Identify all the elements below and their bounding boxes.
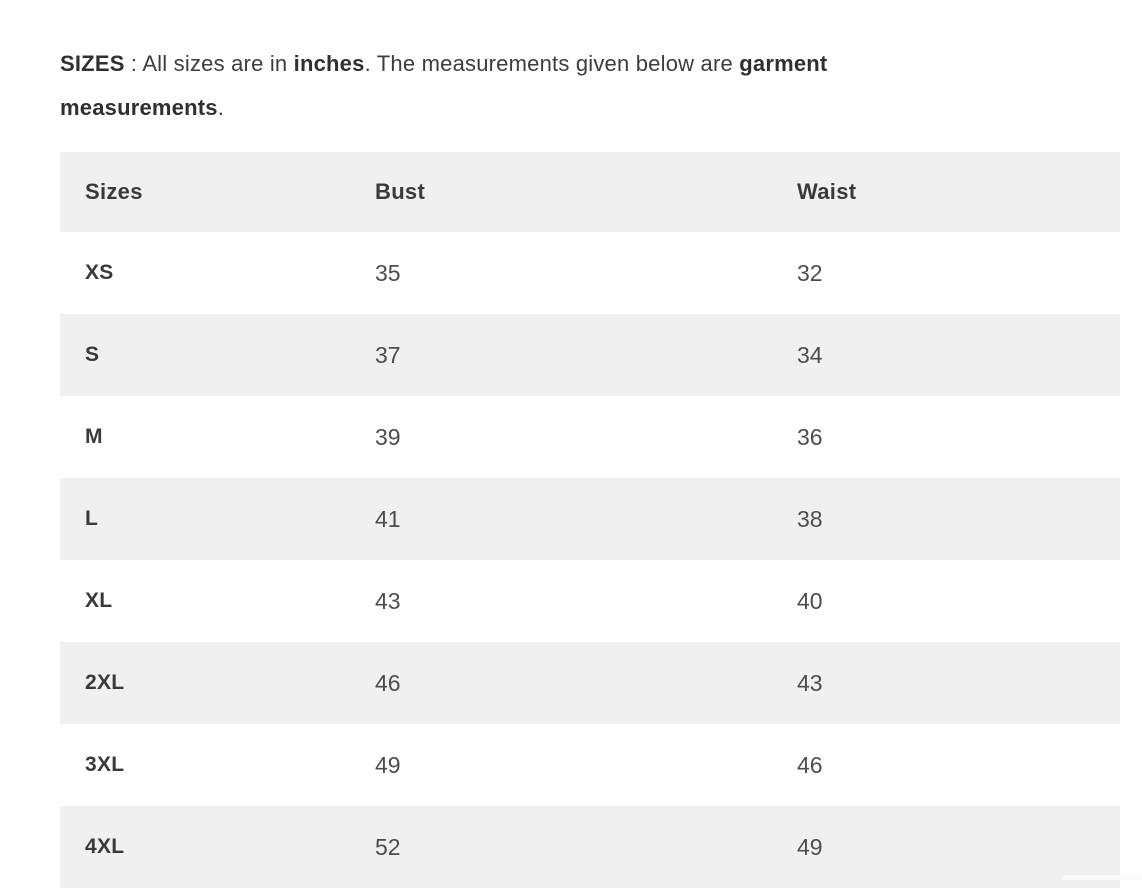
table-row-m: M 39 36 <box>60 396 1120 478</box>
intro-lead-bold: SIZES <box>60 51 125 76</box>
intro-text-1: All sizes are in <box>142 51 294 76</box>
bust-cell: 35 <box>375 259 401 286</box>
intro-bold-garment-measurements: garment measurements <box>60 51 828 120</box>
bust-cell: 49 <box>375 751 401 778</box>
table-header-row: Sizes Bust Waist <box>60 152 1120 232</box>
waist-cell: 32 <box>797 259 823 286</box>
table-row-s: S 37 34 <box>60 314 1120 396</box>
column-header-waist: Waist <box>797 179 857 204</box>
bust-cell: 39 <box>375 423 401 450</box>
waist-cell: 38 <box>797 505 823 532</box>
bust-cell: 52 <box>375 833 401 860</box>
waist-cell: 43 <box>797 669 823 696</box>
column-header-bust: Bust <box>375 179 426 204</box>
size-cell: XS <box>85 261 114 284</box>
size-chart-table: Sizes Bust Waist XS 35 32 S 37 34 M 39 3… <box>60 152 1120 888</box>
size-cell: 3XL <box>85 753 125 776</box>
bust-cell: 43 <box>375 587 401 614</box>
waist-cell: 40 <box>797 587 823 614</box>
table-row-xs: XS 35 32 <box>60 232 1120 314</box>
intro-text-3: . <box>217 95 225 120</box>
size-cell: L <box>85 507 99 530</box>
size-guide-intro: SIZES : All sizes are in inches. The mea… <box>60 42 920 130</box>
waist-cell: 36 <box>797 423 823 450</box>
table-row-xl: XL 43 40 <box>60 560 1120 642</box>
waist-cell: 46 <box>797 751 823 778</box>
size-cell: XL <box>85 589 113 612</box>
table-row-2xl: 2XL 46 43 <box>60 642 1120 724</box>
table-row-3xl: 3XL 49 46 <box>60 724 1120 806</box>
size-cell: S <box>85 343 100 366</box>
intro-text-2: . The measurements given below are <box>364 51 740 76</box>
table-row-l: L 41 38 <box>60 478 1120 560</box>
intro-separator: : <box>124 51 143 76</box>
size-table-body: XS 35 32 S 37 34 M 39 36 L 41 38 XL 43 <box>60 232 1120 888</box>
table-row-4xl: 4XL 52 49 <box>60 806 1120 888</box>
bottom-right-partial-widget <box>1063 875 1142 880</box>
size-cell: 2XL <box>85 671 125 694</box>
size-cell: 4XL <box>85 835 125 858</box>
bust-cell: 37 <box>375 341 401 368</box>
waist-cell: 34 <box>797 341 823 368</box>
size-cell: M <box>85 425 103 448</box>
bust-cell: 41 <box>375 505 401 532</box>
intro-bold-inches: inches <box>293 51 365 76</box>
waist-cell: 49 <box>797 833 823 860</box>
bust-cell: 46 <box>375 669 401 696</box>
column-header-sizes: Sizes <box>85 179 143 204</box>
